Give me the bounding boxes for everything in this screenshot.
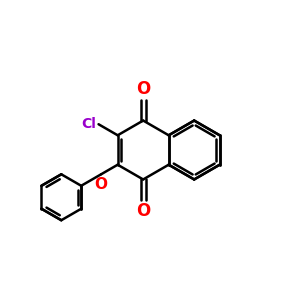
Text: O: O [94,177,108,192]
Text: O: O [136,202,150,220]
Text: Cl: Cl [81,117,96,131]
Text: O: O [136,80,150,98]
